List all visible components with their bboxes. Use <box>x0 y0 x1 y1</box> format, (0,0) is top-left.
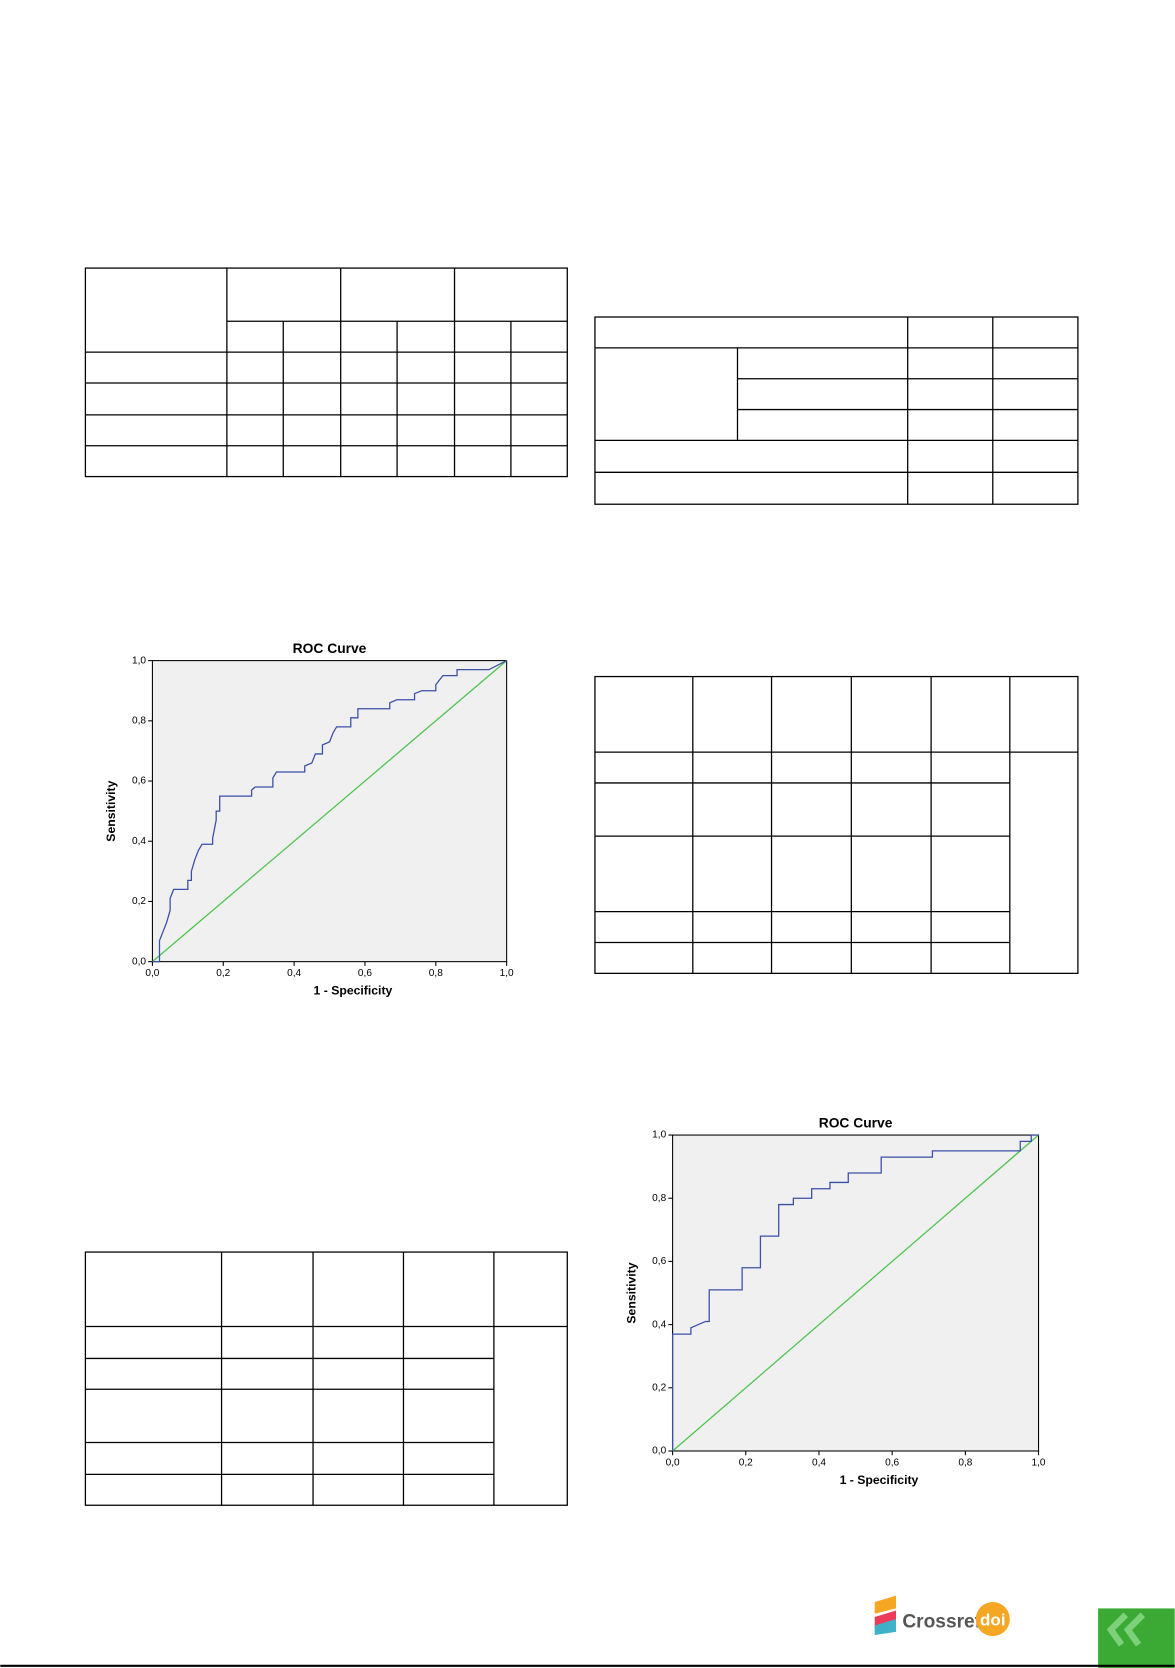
y-tick-label: 0,8 <box>652 1193 666 1204</box>
roc-line <box>152 660 508 963</box>
doi-text: doi <box>980 1610 1006 1629</box>
x-tick-label: 0,2 <box>216 968 230 979</box>
logo-text: Crossref <box>902 1612 981 1633</box>
y-tick-label: 0,4 <box>652 1319 666 1330</box>
y-tick-label: 0,6 <box>132 776 146 787</box>
logo-mark <box>874 1595 896 1614</box>
table-border <box>594 316 1079 505</box>
chart-title: ROC Curve <box>293 640 367 656</box>
x-tick-label: 1,0 <box>1032 1457 1046 1468</box>
y-tick-label: 0,2 <box>652 1382 666 1393</box>
x-tick-label: 0,2 <box>739 1457 753 1468</box>
tables <box>84 267 1079 1506</box>
y-tick-label: 0,2 <box>132 896 146 907</box>
x-tick-label: 0,0 <box>145 968 159 979</box>
y-tick-label: 0,0 <box>132 956 146 967</box>
x-tick-label: 0,6 <box>885 1457 899 1468</box>
chevron <box>1123 1612 1146 1647</box>
x-axis-label: 1 - Specificity <box>314 984 393 998</box>
roc-line <box>152 660 507 963</box>
table-border <box>594 675 1079 974</box>
y-tick-label: 1,0 <box>652 1130 666 1141</box>
x-tick-label: 0,8 <box>429 968 443 979</box>
x-tick-label: 0,4 <box>812 1457 826 1468</box>
nav-badge[interactable] <box>1098 1608 1175 1668</box>
roc-line <box>671 1134 1039 1451</box>
x-tick-label: 0,8 <box>958 1457 972 1468</box>
x-tick-label: 0,0 <box>666 1457 680 1468</box>
y-axis-label: Sensitivity <box>624 1262 638 1323</box>
x-tick-label: 0,4 <box>287 968 301 979</box>
chart-title: ROC Curve <box>819 1115 893 1131</box>
table-border <box>84 267 568 478</box>
logo-mark <box>874 1619 896 1636</box>
x-tick-label: 1,0 <box>500 968 514 979</box>
y-axis-label: Sensitivity <box>104 780 118 841</box>
y-tick-label: 0,4 <box>132 836 146 847</box>
y-tick-label: 1,0 <box>132 655 146 666</box>
doi-badge <box>975 1602 1010 1637</box>
y-tick-label: 0,0 <box>652 1446 666 1457</box>
y-tick-label: 0,6 <box>652 1256 666 1267</box>
chevron <box>1106 1612 1129 1647</box>
x-axis-label: 1 - Specificity <box>840 1473 919 1487</box>
table-border <box>84 1251 568 1506</box>
crossref-logo: Crossref doi <box>874 1595 1010 1637</box>
x-tick-label: 0,6 <box>358 968 372 979</box>
roc-line <box>672 1134 1039 1452</box>
y-tick-label: 0,8 <box>132 715 146 726</box>
